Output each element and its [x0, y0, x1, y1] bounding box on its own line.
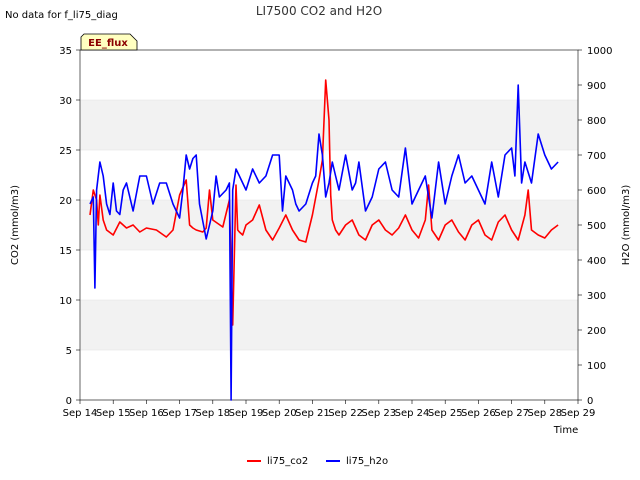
- y-axis-right-title: H2O (mmol/m3): [621, 185, 632, 266]
- y-left-tick-label: 0: [66, 396, 72, 407]
- no-data-note: No data for f_li75_diag: [5, 10, 118, 21]
- y-right-tick-label: 800: [587, 116, 606, 127]
- x-tick-label: Sep 15: [96, 408, 131, 419]
- x-tick-label: Sep 29: [561, 408, 596, 419]
- y-right-tick-label: 500: [587, 221, 606, 232]
- x-tick-label: Sep 17: [162, 408, 197, 419]
- x-axis-title: Time: [553, 425, 578, 436]
- series-group: [89, 79, 559, 401]
- legend-label-h2o: li75_h2o: [346, 456, 388, 467]
- chart-title: LI7500 CO2 and H2O: [256, 4, 382, 18]
- x-tick-label: Sep 20: [262, 408, 297, 419]
- x-tick-label: Sep 19: [229, 408, 264, 419]
- x-tick-label: Sep 28: [527, 408, 562, 419]
- legend: li75_co2 li75_h2o: [247, 456, 388, 467]
- x-tick-label: Sep 27: [494, 408, 529, 419]
- y-right-tick-label: 900: [587, 81, 606, 92]
- y-left-tick-label: 15: [59, 246, 72, 257]
- y-left-tick-label: 10: [59, 296, 72, 307]
- x-tick-label: Sep 23: [361, 408, 396, 419]
- y-right-tick-label: 1000: [587, 46, 612, 57]
- y-axis-left: 0 5 10 15 20 25 30 35: [59, 46, 80, 407]
- grid-band: [80, 200, 578, 250]
- y-left-tick-label: 25: [59, 146, 72, 157]
- x-tick-label: Sep 21: [295, 408, 330, 419]
- y-left-tick-label: 5: [66, 346, 72, 357]
- ee-flux-badge: EE_flux: [80, 33, 138, 51]
- series-line-li75_co2: [89, 79, 559, 326]
- y-right-tick-label: 200: [587, 326, 606, 337]
- legend-label-co2: li75_co2: [267, 456, 308, 467]
- x-tick-label: Sep 24: [395, 408, 430, 419]
- x-tick-label: Sep 22: [328, 408, 363, 419]
- y-left-tick-label: 30: [59, 96, 72, 107]
- y-left-tick-label: 20: [59, 196, 72, 207]
- x-tick-label: Sep 26: [461, 408, 496, 419]
- y-right-tick-label: 100: [587, 361, 606, 372]
- x-tick-label: Sep 14: [63, 408, 98, 419]
- grid-band: [80, 300, 578, 350]
- y-right-tick-label: 700: [587, 151, 606, 162]
- y-right-tick-label: 0: [587, 396, 593, 407]
- y-right-tick-label: 400: [587, 256, 606, 267]
- y-left-tick-label: 35: [59, 46, 72, 57]
- ee-flux-badge-label: EE_flux: [88, 38, 128, 49]
- x-tick-label: Sep 18: [195, 408, 230, 419]
- x-tick-label: Sep 25: [428, 408, 463, 419]
- y-right-tick-label: 600: [587, 186, 606, 197]
- series-line-li75_h2o: [89, 84, 559, 401]
- x-tick-label: Sep 16: [129, 408, 164, 419]
- y-axis-right: 0 100 200 300 400 500 600 700 800 900 1000: [578, 46, 612, 407]
- y-axis-left-title: CO2 (mmol/m3): [10, 185, 21, 265]
- y-right-tick-label: 300: [587, 291, 606, 302]
